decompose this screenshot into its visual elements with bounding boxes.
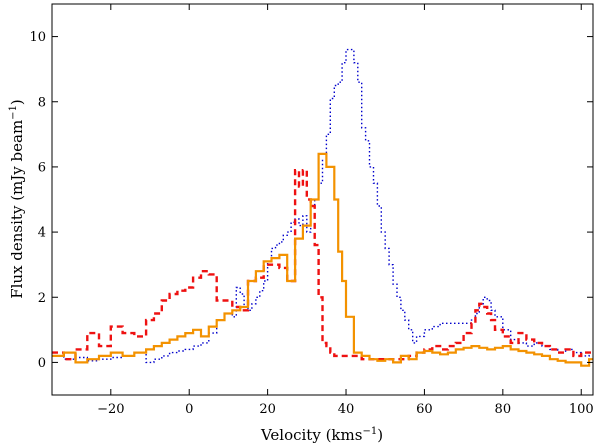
x-axis-label: Velocity (kms−1) [260, 426, 383, 444]
series-layer [52, 48, 593, 367]
plot-frame [51, 3, 594, 396]
y-tick-label: 0 [38, 356, 46, 371]
x-tick-label: 0 [185, 402, 193, 417]
x-tick-label: 40 [338, 402, 355, 417]
axis-ticks: −20 0 20 40 60 80 100 0 2 4 6 8 10 [29, 4, 594, 417]
x-tick-label: 20 [259, 402, 276, 417]
y-tick-label: 6 [38, 160, 46, 175]
series-orange-solid [52, 152, 593, 367]
y-tick-label: 10 [29, 30, 46, 45]
series-red-dashed [52, 169, 593, 361]
x-tick-label: 80 [495, 402, 512, 417]
y-tick-label: 8 [38, 95, 46, 110]
y-axis-label: Flux density (mJy beam−1) [8, 99, 26, 299]
x-tick-label: 60 [416, 402, 433, 417]
x-tick-label: 100 [569, 402, 594, 417]
y-tick-label: 2 [38, 291, 46, 306]
x-tick-label: −20 [97, 402, 124, 417]
y-tick-label: 4 [38, 226, 46, 241]
series-blue-dotted [52, 48, 593, 364]
